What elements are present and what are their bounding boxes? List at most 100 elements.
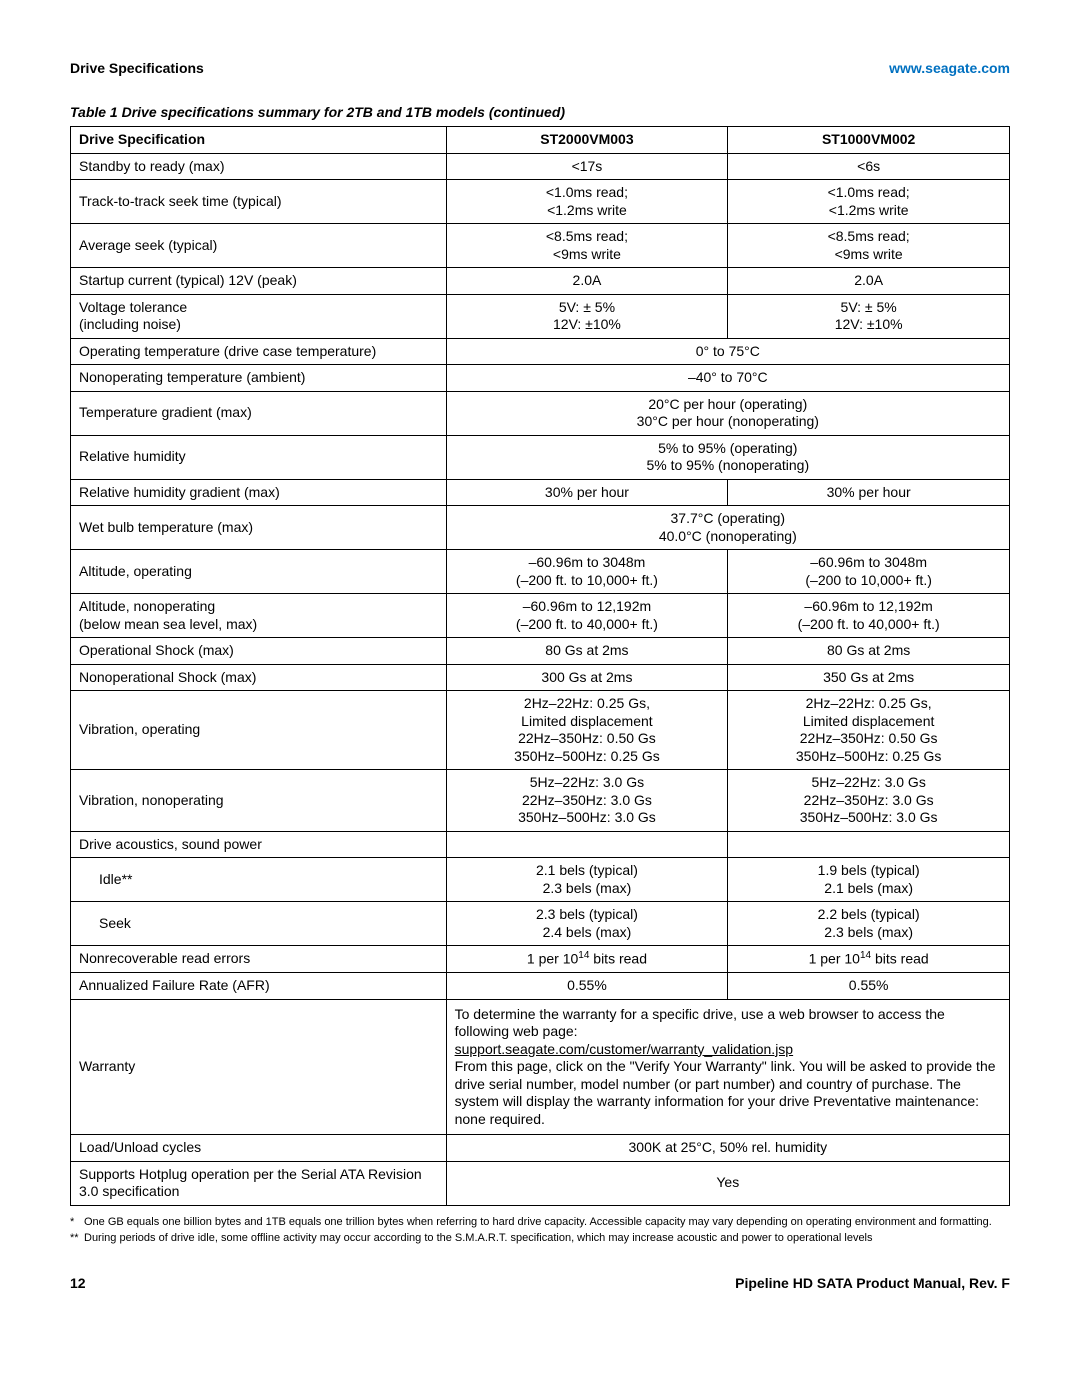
cell-label: Nonoperating temperature (ambient): [71, 365, 447, 392]
table-row: Annualized Failure Rate (AFR) 0.55% 0.55…: [71, 973, 1010, 1000]
cell-label: Supports Hotplug operation per the Seria…: [71, 1161, 447, 1205]
cell-label: Altitude, nonoperating (below mean sea l…: [71, 594, 447, 638]
cell-label: Load/Unload cycles: [71, 1135, 447, 1162]
cell-label: Operational Shock (max): [71, 638, 447, 665]
table-caption: Table 1 Drive specifications summary for…: [70, 104, 1010, 120]
cell-label: Warranty: [71, 999, 447, 1135]
cell-value-merged: 37.7°C (operating) 40.0°C (nonoperating): [446, 506, 1009, 550]
page-number: 12: [70, 1275, 86, 1291]
footnotes: * One GB equals one billion bytes and 1T…: [70, 1216, 1010, 1245]
cell-value: 0.55%: [728, 973, 1010, 1000]
col-header-model1: ST2000VM003: [446, 127, 728, 154]
table-row: Supports Hotplug operation per the Seria…: [71, 1161, 1010, 1205]
table-row: Nonoperating temperature (ambient) –40° …: [71, 365, 1010, 392]
cell-value: 1 per 1014 bits read: [446, 946, 728, 973]
cell-value-merged: 300K at 25°C, 50% rel. humidity: [446, 1135, 1009, 1162]
cell-value: 2.1 bels (typical) 2.3 bels (max): [446, 858, 728, 902]
cell-value: <6s: [728, 153, 1010, 180]
cell-value: –60.96m to 12,192m (–200 ft. to 40,000+ …: [728, 594, 1010, 638]
cell-label: Temperature gradient (max): [71, 391, 447, 435]
table-row: Track-to-track seek time (typical) <1.0m…: [71, 180, 1010, 224]
header-section-title: Drive Specifications: [70, 60, 204, 76]
cell-label: Drive acoustics, sound power: [71, 831, 447, 858]
table-row: Idle** 2.1 bels (typical) 2.3 bels (max)…: [71, 858, 1010, 902]
cell-value: <1.0ms read; <1.2ms write: [728, 180, 1010, 224]
table-row: Vibration, operating 2Hz–22Hz: 0.25 Gs, …: [71, 691, 1010, 770]
col-header-spec: Drive Specification: [71, 127, 447, 154]
cell-value: 5Hz–22Hz: 3.0 Gs 22Hz–350Hz: 3.0 Gs 350H…: [728, 770, 1010, 832]
cell-label: Altitude, operating: [71, 550, 447, 594]
cell-value-empty: [728, 831, 1010, 858]
header-url: www.seagate.com: [889, 60, 1010, 76]
cell-label: Voltage tolerance (including noise): [71, 294, 447, 338]
cell-value: 0.55%: [446, 973, 728, 1000]
table-row: Relative humidity 5% to 95% (operating) …: [71, 435, 1010, 479]
cell-label: Track-to-track seek time (typical): [71, 180, 447, 224]
cell-value-merged: 0° to 75°C: [446, 338, 1009, 365]
cell-label: Vibration, nonoperating: [71, 770, 447, 832]
cell-value: 30% per hour: [446, 479, 728, 506]
warranty-link[interactable]: support.seagate.com/customer/warranty_va…: [455, 1041, 794, 1057]
footer-title: Pipeline HD SATA Product Manual, Rev. F: [735, 1275, 1010, 1291]
cell-label: Average seek (typical): [71, 224, 447, 268]
table-row: Average seek (typical) <8.5ms read; <9ms…: [71, 224, 1010, 268]
table-row: Nonoperational Shock (max) 300 Gs at 2ms…: [71, 664, 1010, 691]
cell-value: 300 Gs at 2ms: [446, 664, 728, 691]
cell-label: Nonrecoverable read errors: [71, 946, 447, 973]
cell-label: Standby to ready (max): [71, 153, 447, 180]
cell-value: 2Hz–22Hz: 0.25 Gs, Limited displacement …: [446, 691, 728, 770]
table-row: Temperature gradient (max) 20°C per hour…: [71, 391, 1010, 435]
cell-label: Relative humidity: [71, 435, 447, 479]
page-header: Drive Specifications www.seagate.com: [70, 60, 1010, 76]
cell-value: <17s: [446, 153, 728, 180]
cell-value: –60.96m to 3048m (–200 to 10,000+ ft.): [728, 550, 1010, 594]
table-row: Nonrecoverable read errors 1 per 1014 bi…: [71, 946, 1010, 973]
cell-value-empty: [446, 831, 728, 858]
cell-value-merged: 5% to 95% (operating) 5% to 95% (nonoper…: [446, 435, 1009, 479]
cell-label: Relative humidity gradient (max): [71, 479, 447, 506]
table-row: Warranty To determine the warranty for a…: [71, 999, 1010, 1135]
cell-label-indent: Seek: [71, 902, 447, 946]
table-row: Vibration, nonoperating 5Hz–22Hz: 3.0 Gs…: [71, 770, 1010, 832]
cell-value: <8.5ms read; <9ms write: [446, 224, 728, 268]
footnote-text: One GB equals one billion bytes and 1TB …: [84, 1216, 1010, 1229]
cell-value: 5V: ± 5% 12V: ±10%: [446, 294, 728, 338]
cell-label: Annualized Failure Rate (AFR): [71, 973, 447, 1000]
table-row: Startup current (typical) 12V (peak) 2.0…: [71, 268, 1010, 295]
cell-value: 2.2 bels (typical) 2.3 bels (max): [728, 902, 1010, 946]
cell-label-indent: Idle**: [71, 858, 447, 902]
spec-table: Drive Specification ST2000VM003 ST1000VM…: [70, 126, 1010, 1206]
cell-value: 5Hz–22Hz: 3.0 Gs 22Hz–350Hz: 3.0 Gs 350H…: [446, 770, 728, 832]
cell-value: 5V: ± 5% 12V: ±10%: [728, 294, 1010, 338]
cell-value: 80 Gs at 2ms: [446, 638, 728, 665]
cell-label: Nonoperational Shock (max): [71, 664, 447, 691]
col-header-model2: ST1000VM002: [728, 127, 1010, 154]
table-row: Altitude, nonoperating (below mean sea l…: [71, 594, 1010, 638]
table-row: Seek 2.3 bels (typical) 2.4 bels (max) 2…: [71, 902, 1010, 946]
cell-value-merged: Yes: [446, 1161, 1009, 1205]
table-row: Drive acoustics, sound power: [71, 831, 1010, 858]
cell-label: Vibration, operating: [71, 691, 447, 770]
table-row: Standby to ready (max) <17s <6s: [71, 153, 1010, 180]
cell-value: 2.3 bels (typical) 2.4 bels (max): [446, 902, 728, 946]
cell-value: 350 Gs at 2ms: [728, 664, 1010, 691]
table-row: Relative humidity gradient (max) 30% per…: [71, 479, 1010, 506]
cell-value: 2Hz–22Hz: 0.25 Gs, Limited displacement …: [728, 691, 1010, 770]
cell-value: 1.9 bels (typical) 2.1 bels (max): [728, 858, 1010, 902]
cell-value: 1 per 1014 bits read: [728, 946, 1010, 973]
page-footer: 12 Pipeline HD SATA Product Manual, Rev.…: [70, 1275, 1010, 1291]
cell-value-merged: 20°C per hour (operating) 30°C per hour …: [446, 391, 1009, 435]
cell-label: Startup current (typical) 12V (peak): [71, 268, 447, 295]
cell-value: 2.0A: [728, 268, 1010, 295]
table-row: Voltage tolerance (including noise) 5V: …: [71, 294, 1010, 338]
cell-value: 30% per hour: [728, 479, 1010, 506]
table-row: Altitude, operating –60.96m to 3048m (–2…: [71, 550, 1010, 594]
cell-warranty: To determine the warranty for a specific…: [446, 999, 1009, 1135]
table-row: Wet bulb temperature (max) 37.7°C (opera…: [71, 506, 1010, 550]
cell-value: 80 Gs at 2ms: [728, 638, 1010, 665]
table-row: Load/Unload cycles 300K at 25°C, 50% rel…: [71, 1135, 1010, 1162]
cell-label: Operating temperature (drive case temper…: [71, 338, 447, 365]
cell-value: –60.96m to 3048m (–200 ft. to 10,000+ ft…: [446, 550, 728, 594]
cell-value-merged: –40° to 70°C: [446, 365, 1009, 392]
footnote-text: During periods of drive idle, some offli…: [84, 1232, 1010, 1245]
